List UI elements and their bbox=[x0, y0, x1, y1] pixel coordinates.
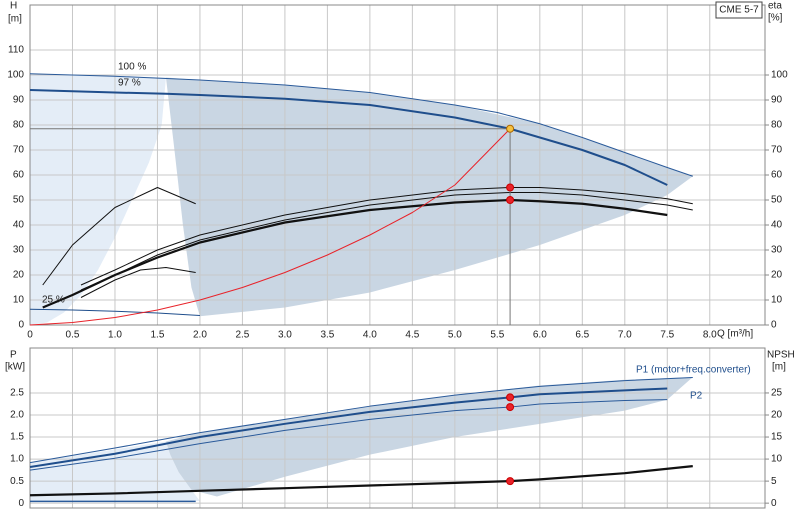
curve bbox=[42, 198, 668, 309]
title-box bbox=[715, 1, 763, 19]
y-tick-label: 20 bbox=[13, 270, 25, 281]
y-tick-label: 1.0 bbox=[10, 454, 24, 465]
x-tick-label: 1.0 bbox=[108, 330, 122, 341]
y-tick-label: 90 bbox=[13, 95, 25, 106]
annotation: P2 bbox=[690, 391, 703, 402]
y2-tick-label: 15 bbox=[771, 432, 783, 443]
range-area bbox=[30, 73, 166, 325]
curve bbox=[29, 387, 668, 468]
x-tick-label: 7.5 bbox=[660, 330, 674, 341]
y2-tick-label: 10 bbox=[771, 295, 783, 306]
y2-tick-label: 40 bbox=[771, 220, 783, 231]
x-tick-label: 2.0 bbox=[193, 330, 207, 341]
y2-tick-label: 50 bbox=[771, 195, 783, 206]
y-tick-label: 110 bbox=[8, 45, 24, 56]
y2-tick-label: 5 bbox=[771, 476, 777, 487]
y2-axis-unit: [%] bbox=[768, 13, 783, 24]
annotation: P1 (motor+freq.converter) bbox=[636, 365, 751, 376]
duty-point bbox=[506, 477, 515, 486]
y-axis-unit: [m] bbox=[8, 14, 22, 25]
y2-tick-label: 0 bbox=[771, 498, 777, 509]
y-tick-label: 70 bbox=[13, 145, 25, 156]
range-area bbox=[165, 77, 693, 317]
x-tick-label: 3.0 bbox=[278, 330, 292, 341]
y2-tick-label: 20 bbox=[771, 270, 783, 281]
y-tick-label: 80 bbox=[13, 120, 25, 131]
curve bbox=[80, 267, 196, 298]
y-tick-label: 0 bbox=[18, 498, 24, 509]
x-tick-label: 8.0 bbox=[703, 330, 717, 341]
x-tick-label: 1.5 bbox=[151, 330, 165, 341]
curve bbox=[42, 187, 196, 286]
x-tick-label: 6.0 bbox=[533, 330, 547, 341]
curve bbox=[29, 465, 693, 497]
y2-tick-label: 0 bbox=[771, 320, 777, 331]
x-tick-label: 4.5 bbox=[405, 330, 419, 341]
y-axis-label: H bbox=[10, 1, 17, 12]
y2-tick-label: 20 bbox=[771, 410, 783, 421]
plot-frame bbox=[29, 4, 766, 326]
duty-point bbox=[506, 196, 515, 204]
curve bbox=[29, 89, 668, 186]
x-axis-label: Q [m³/h] bbox=[717, 329, 753, 340]
annotation: 97 % bbox=[118, 78, 141, 89]
x-tick-label: 4.0 bbox=[363, 330, 377, 341]
curve bbox=[29, 377, 693, 464]
grid bbox=[29, 4, 769, 509]
curve bbox=[29, 399, 668, 471]
annotation: 25 % bbox=[42, 295, 65, 306]
y2-tick-label: 80 bbox=[771, 120, 783, 131]
y2-tick-label: 90 bbox=[771, 95, 783, 106]
x-tick-label: 5.0 bbox=[448, 330, 462, 341]
y2-tick-label: 25 bbox=[771, 388, 783, 399]
y-tick-label: 2.5 bbox=[10, 388, 24, 399]
y-tick-label: 1.5 bbox=[10, 432, 24, 443]
y-tick-label: 0.5 bbox=[10, 476, 24, 487]
curve bbox=[80, 187, 693, 286]
duty-point bbox=[506, 403, 515, 412]
y-tick-label: 30 bbox=[13, 245, 25, 256]
x-tick-label: 3.5 bbox=[320, 330, 334, 341]
duty-point bbox=[506, 124, 515, 133]
x-tick-label: 5.5 bbox=[490, 330, 504, 341]
duty-point bbox=[506, 183, 515, 192]
y2-tick-label: 100 bbox=[771, 70, 788, 81]
y-tick-label: 0 bbox=[18, 320, 24, 331]
y2-axis-unit: [m] bbox=[772, 362, 786, 373]
lines bbox=[29, 73, 693, 503]
duty-point bbox=[506, 393, 515, 402]
annotation: 100 % bbox=[118, 62, 146, 73]
y2-axis-label: NPSH bbox=[767, 350, 795, 361]
curve bbox=[29, 128, 511, 326]
x-tick-label: 0 bbox=[27, 330, 33, 341]
y-tick-label: 2.0 bbox=[10, 410, 24, 421]
x-tick-label: 0.5 bbox=[66, 330, 80, 341]
curve bbox=[80, 192, 693, 291]
x-tick-label: 2.5 bbox=[235, 330, 249, 341]
y-tick-label: 40 bbox=[13, 220, 25, 231]
y-tick-label: 60 bbox=[13, 170, 25, 181]
y-axis-unit: [kW] bbox=[5, 362, 25, 373]
plot-frame bbox=[29, 347, 766, 509]
curve bbox=[29, 308, 200, 316]
chart-title: CME 5-7 bbox=[719, 5, 759, 16]
x-tick-label: 6.5 bbox=[575, 330, 589, 341]
y-tick-label: 10 bbox=[13, 295, 25, 306]
y2-axis-label: eta bbox=[768, 1, 782, 12]
y2-tick-label: 10 bbox=[771, 454, 783, 465]
y2-tick-label: 60 bbox=[771, 170, 783, 181]
curve bbox=[29, 73, 693, 177]
y2-tick-label: 70 bbox=[771, 145, 783, 156]
y-tick-label: 100 bbox=[7, 70, 24, 81]
y2-tick-label: 30 bbox=[771, 245, 783, 256]
y-axis-label: P bbox=[10, 350, 17, 361]
x-tick-label: 7.0 bbox=[618, 330, 632, 341]
y-tick-label: 50 bbox=[13, 195, 25, 206]
